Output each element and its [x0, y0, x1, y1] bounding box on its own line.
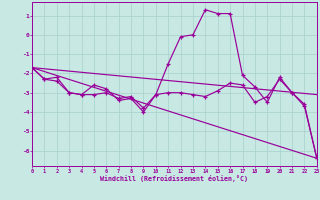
X-axis label: Windchill (Refroidissement éolien,°C): Windchill (Refroidissement éolien,°C): [100, 175, 248, 182]
